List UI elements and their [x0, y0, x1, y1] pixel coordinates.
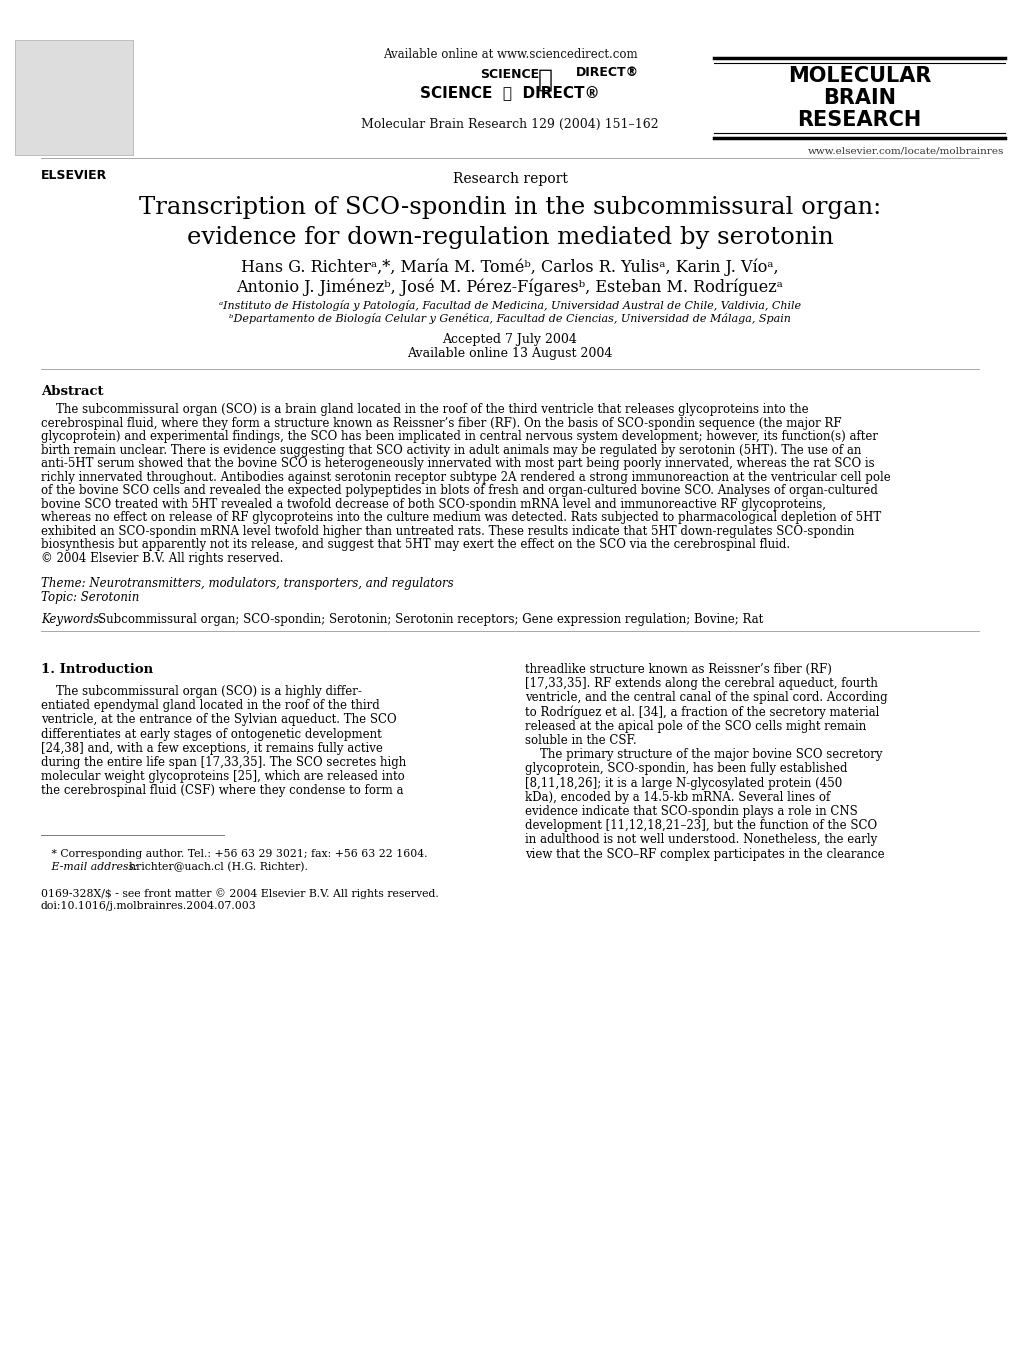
Text: Antonio J. Jiménezᵇ, José M. Pérez-Fígaresᵇ, Esteban M. Rodríguezᵃ: Antonio J. Jiménezᵇ, José M. Pérez-Fígar… [236, 278, 783, 295]
Text: ⓓ: ⓓ [538, 68, 552, 93]
Text: kDa), encoded by a 14.5-kb mRNA. Several lines of: kDa), encoded by a 14.5-kb mRNA. Several… [525, 791, 829, 804]
Text: anti-5HT serum showed that the bovine SCO is heterogeneously innervated with mos: anti-5HT serum showed that the bovine SC… [41, 457, 873, 470]
Text: development [11,12,18,21–23], but the function of the SCO: development [11,12,18,21–23], but the fu… [525, 819, 876, 832]
Text: MOLECULAR: MOLECULAR [787, 65, 930, 86]
Text: glycoprotein, SCO-spondin, has been fully established: glycoprotein, SCO-spondin, has been full… [525, 762, 847, 776]
Text: whereas no effect on release of RF glycoproteins into the culture medium was det: whereas no effect on release of RF glyco… [41, 510, 880, 524]
Text: Available online 13 August 2004: Available online 13 August 2004 [407, 347, 612, 361]
Text: soluble in the CSF.: soluble in the CSF. [525, 734, 636, 747]
Text: [17,33,35]. RF extends along the cerebral aqueduct, fourth: [17,33,35]. RF extends along the cerebra… [525, 678, 877, 690]
Text: The primary structure of the major bovine SCO secretory: The primary structure of the major bovin… [525, 749, 881, 761]
Text: ventricle, at the entrance of the Sylvian aqueduct. The SCO: ventricle, at the entrance of the Sylvia… [41, 713, 396, 727]
Text: SCIENCE  ⓓ  DIRECT®: SCIENCE ⓓ DIRECT® [420, 84, 599, 99]
Text: released at the apical pole of the SCO cells might remain: released at the apical pole of the SCO c… [525, 720, 866, 732]
Text: biosynthesis but apparently not its release, and suggest that 5HT may exert the : biosynthesis but apparently not its rele… [41, 538, 789, 551]
Text: bovine SCO treated with 5HT revealed a twofold decrease of both SCO-spondin mRNA: bovine SCO treated with 5HT revealed a t… [41, 498, 825, 510]
Text: Transcription of SCO-spondin in the subcommissural organ:: Transcription of SCO-spondin in the subc… [139, 196, 880, 219]
Text: [8,11,18,26]; it is a large N-glycosylated protein (450: [8,11,18,26]; it is a large N-glycosylat… [525, 777, 842, 789]
Text: SCIENCE: SCIENCE [480, 68, 539, 82]
Text: [24,38] and, with a few exceptions, it remains fully active: [24,38] and, with a few exceptions, it r… [41, 742, 382, 755]
Text: differentiates at early stages of ontogenetic development: differentiates at early stages of ontoge… [41, 728, 381, 740]
Text: Abstract: Abstract [41, 385, 103, 397]
Text: ventricle, and the central canal of the spinal cord. According: ventricle, and the central canal of the … [525, 691, 888, 705]
Text: BRAIN: BRAIN [822, 88, 895, 108]
Text: during the entire life span [17,33,35]. The SCO secretes high: during the entire life span [17,33,35]. … [41, 755, 406, 769]
Text: cerebrospinal fluid, where they form a structure known as Reissner’s fiber (RF).: cerebrospinal fluid, where they form a s… [41, 416, 841, 430]
Text: evidence indicate that SCO-spondin plays a role in CNS: evidence indicate that SCO-spondin plays… [525, 804, 857, 818]
Text: The subcommissural organ (SCO) is a highly differ-: The subcommissural organ (SCO) is a high… [41, 685, 362, 698]
Text: birth remain unclear. There is evidence suggesting that SCO activity in adult an: birth remain unclear. There is evidence … [41, 444, 860, 456]
Text: E-mail address:: E-mail address: [41, 862, 141, 872]
Text: 0169-328X/$ - see front matter © 2004 Elsevier B.V. All rights reserved.: 0169-328X/$ - see front matter © 2004 El… [41, 887, 438, 898]
Bar [15, 39, 132, 155]
Text: Molecular Brain Research 129 (2004) 151–162: Molecular Brain Research 129 (2004) 151–… [361, 118, 658, 131]
Text: glycoprotein) and experimental findings, the SCO has been implicated in central : glycoprotein) and experimental findings,… [41, 430, 877, 442]
Text: hrichter@uach.cl (H.G. Richter).: hrichter@uach.cl (H.G. Richter). [128, 862, 308, 872]
Text: view that the SCO–RF complex participates in the clearance: view that the SCO–RF complex participate… [525, 848, 884, 860]
Text: in adulthood is not well understood. Nonetheless, the early: in adulthood is not well understood. Non… [525, 833, 876, 847]
Text: www.elsevier.com/locate/molbrainres: www.elsevier.com/locate/molbrainres [807, 146, 1004, 155]
Text: RESEARCH: RESEARCH [797, 110, 920, 131]
Text: molecular weight glycoproteins [25], which are released into: molecular weight glycoproteins [25], whi… [41, 770, 405, 783]
Text: Available online at www.sciencedirect.com: Available online at www.sciencedirect.co… [382, 48, 637, 61]
Text: Hans G. Richterᵃ,*, María M. Toméᵇ, Carlos R. Yulisᵃ, Karin J. Víoᵃ,: Hans G. Richterᵃ,*, María M. Toméᵇ, Carl… [240, 259, 779, 275]
Text: * Corresponding author. Tel.: +56 63 29 3021; fax: +56 63 22 1604.: * Corresponding author. Tel.: +56 63 29 … [41, 849, 427, 859]
Text: ELSEVIER: ELSEVIER [42, 169, 107, 182]
Text: doi:10.1016/j.molbrainres.2004.07.003: doi:10.1016/j.molbrainres.2004.07.003 [41, 901, 257, 911]
Text: Theme: Neurotransmitters, modulators, transporters, and regulators: Theme: Neurotransmitters, modulators, tr… [41, 577, 453, 591]
Text: © 2004 Elsevier B.V. All rights reserved.: © 2004 Elsevier B.V. All rights reserved… [41, 551, 283, 565]
Text: 1. Introduction: 1. Introduction [41, 663, 153, 676]
Text: Accepted 7 July 2004: Accepted 7 July 2004 [442, 333, 577, 346]
Text: The subcommissural organ (SCO) is a brain gland located in the roof of the third: The subcommissural organ (SCO) is a brai… [41, 403, 808, 416]
Text: to Rodríguez et al. [34], a fraction of the secretory material: to Rodríguez et al. [34], a fraction of … [525, 705, 878, 719]
Text: Topic: Serotonin: Topic: Serotonin [41, 591, 139, 604]
Text: ᵇDepartamento de Biología Celular y Genética, Facultad de Ciencias, Universidad : ᵇDepartamento de Biología Celular y Gené… [229, 313, 790, 324]
Text: entiated ependymal gland located in the roof of the third: entiated ependymal gland located in the … [41, 700, 379, 712]
Text: Keywords:: Keywords: [41, 612, 107, 626]
Text: richly innervated throughout. Antibodies against serotonin receptor subtype 2A r: richly innervated throughout. Antibodies… [41, 471, 890, 483]
Text: ᵃInstituto de Histología y Patología, Facultad de Medicina, Universidad Austral : ᵃInstituto de Histología y Patología, Fa… [219, 299, 800, 312]
Text: exhibited an SCO-spondin mRNA level twofold higher than untreated rats. These re: exhibited an SCO-spondin mRNA level twof… [41, 524, 853, 538]
Text: threadlike structure known as Reissner’s fiber (RF): threadlike structure known as Reissner’s… [525, 663, 832, 676]
Text: the cerebrospinal fluid (CSF) where they condense to form a: the cerebrospinal fluid (CSF) where they… [41, 784, 403, 798]
Text: Subcommissural organ; SCO-spondin; Serotonin; Serotonin receptors; Gene expressi: Subcommissural organ; SCO-spondin; Serot… [98, 612, 762, 626]
Text: Research report: Research report [452, 171, 567, 186]
Text: evidence for down-regulation mediated by serotonin: evidence for down-regulation mediated by… [186, 226, 833, 249]
Text: of the bovine SCO cells and revealed the expected polypeptides in blots of fresh: of the bovine SCO cells and revealed the… [41, 485, 876, 497]
Text: DIRECT®: DIRECT® [576, 65, 639, 79]
